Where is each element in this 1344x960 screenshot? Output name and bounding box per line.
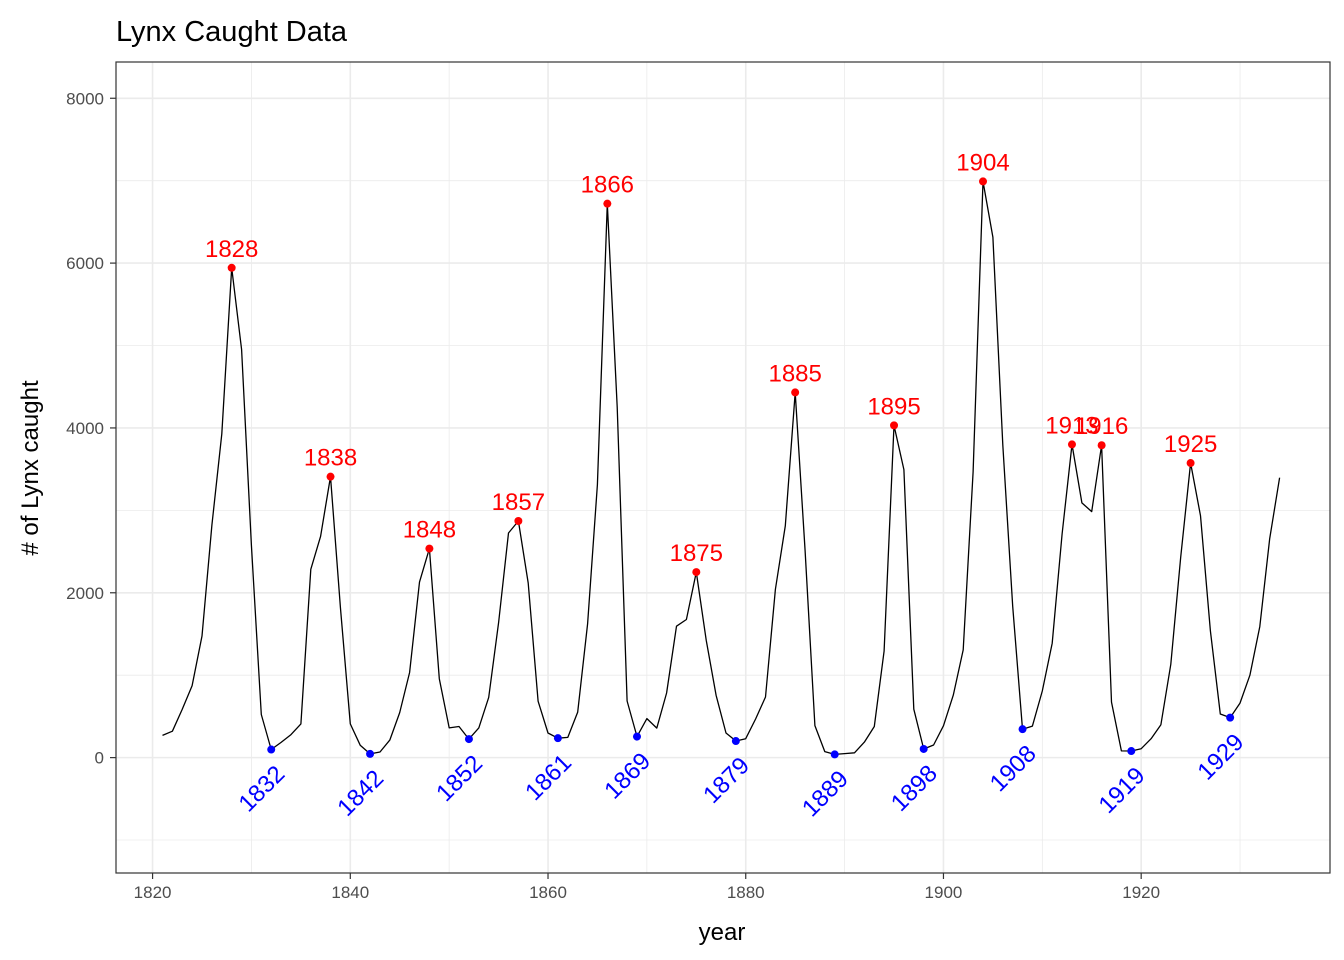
y-axis: 0 2000 4000 6000 8000 xyxy=(66,89,116,768)
series-line xyxy=(162,180,1281,756)
peak-point xyxy=(890,421,899,430)
peak-label: 1875 xyxy=(670,540,723,567)
trough-point xyxy=(731,737,740,746)
peak-label: 1838 xyxy=(304,445,357,472)
x-axis: 1820 1840 1860 1880 1900 1920 xyxy=(134,873,1160,902)
trough-point xyxy=(553,734,562,743)
peak-label: 1916 xyxy=(1075,413,1128,440)
series-layer xyxy=(162,180,1281,756)
peak-label: 1848 xyxy=(403,517,456,544)
trough-point xyxy=(1018,725,1027,734)
grid xyxy=(116,62,1330,873)
trough-point xyxy=(1226,713,1235,722)
x-tick-label: 1840 xyxy=(331,883,369,902)
x-tick-label: 1880 xyxy=(727,883,765,902)
peak-label: 1895 xyxy=(867,393,920,420)
peak-point xyxy=(1186,459,1195,468)
peak-label: 1885 xyxy=(768,360,821,387)
peak-point xyxy=(425,544,434,553)
trough-point xyxy=(1127,747,1136,756)
peak-point xyxy=(692,568,701,577)
peak-point xyxy=(227,263,236,272)
peak-point xyxy=(326,472,335,481)
x-axis-title: year xyxy=(699,919,746,946)
y-axis-title: # of Lynx caught xyxy=(17,380,44,556)
peak-point xyxy=(791,388,800,397)
trough-point xyxy=(632,732,641,741)
peak-point xyxy=(979,177,988,186)
peak-point xyxy=(603,199,612,208)
trough-point xyxy=(830,750,839,759)
peak-label: 1857 xyxy=(492,489,545,516)
x-tick-label: 1820 xyxy=(134,883,172,902)
y-tick-label: 2000 xyxy=(66,584,104,603)
x-tick-label: 1920 xyxy=(1122,883,1160,902)
chart-title: Lynx Caught Data xyxy=(116,16,348,48)
peak-label: 1828 xyxy=(205,236,258,263)
panel-background xyxy=(116,62,1330,873)
trough-point xyxy=(919,744,928,753)
panel-border xyxy=(115,61,1331,874)
peak-point xyxy=(1067,440,1076,449)
peak-label: 1925 xyxy=(1164,431,1217,458)
peak-label: 1904 xyxy=(956,149,1009,176)
x-tick-label: 1860 xyxy=(529,883,567,902)
point-layer xyxy=(227,177,1235,759)
y-tick-label: 6000 xyxy=(66,254,104,273)
y-tick-label: 8000 xyxy=(66,89,104,108)
peak-point xyxy=(1097,441,1106,450)
peak-label: 1913 xyxy=(1045,412,1098,439)
trough-point xyxy=(464,735,473,744)
peak-point xyxy=(514,516,523,525)
x-tick-label: 1900 xyxy=(925,883,963,902)
peak-label: 1866 xyxy=(581,172,634,199)
y-tick-label: 4000 xyxy=(66,419,104,438)
y-tick-label: 0 xyxy=(95,749,104,768)
trough-point xyxy=(366,749,375,758)
trough-point xyxy=(267,745,276,754)
